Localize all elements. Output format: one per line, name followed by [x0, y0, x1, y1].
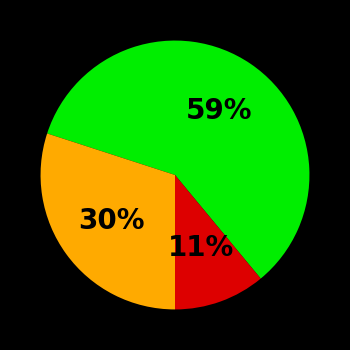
Wedge shape	[47, 41, 309, 279]
Text: 30%: 30%	[79, 207, 145, 235]
Text: 11%: 11%	[168, 234, 234, 262]
Wedge shape	[41, 133, 175, 309]
Text: 59%: 59%	[186, 97, 252, 125]
Wedge shape	[175, 175, 261, 309]
